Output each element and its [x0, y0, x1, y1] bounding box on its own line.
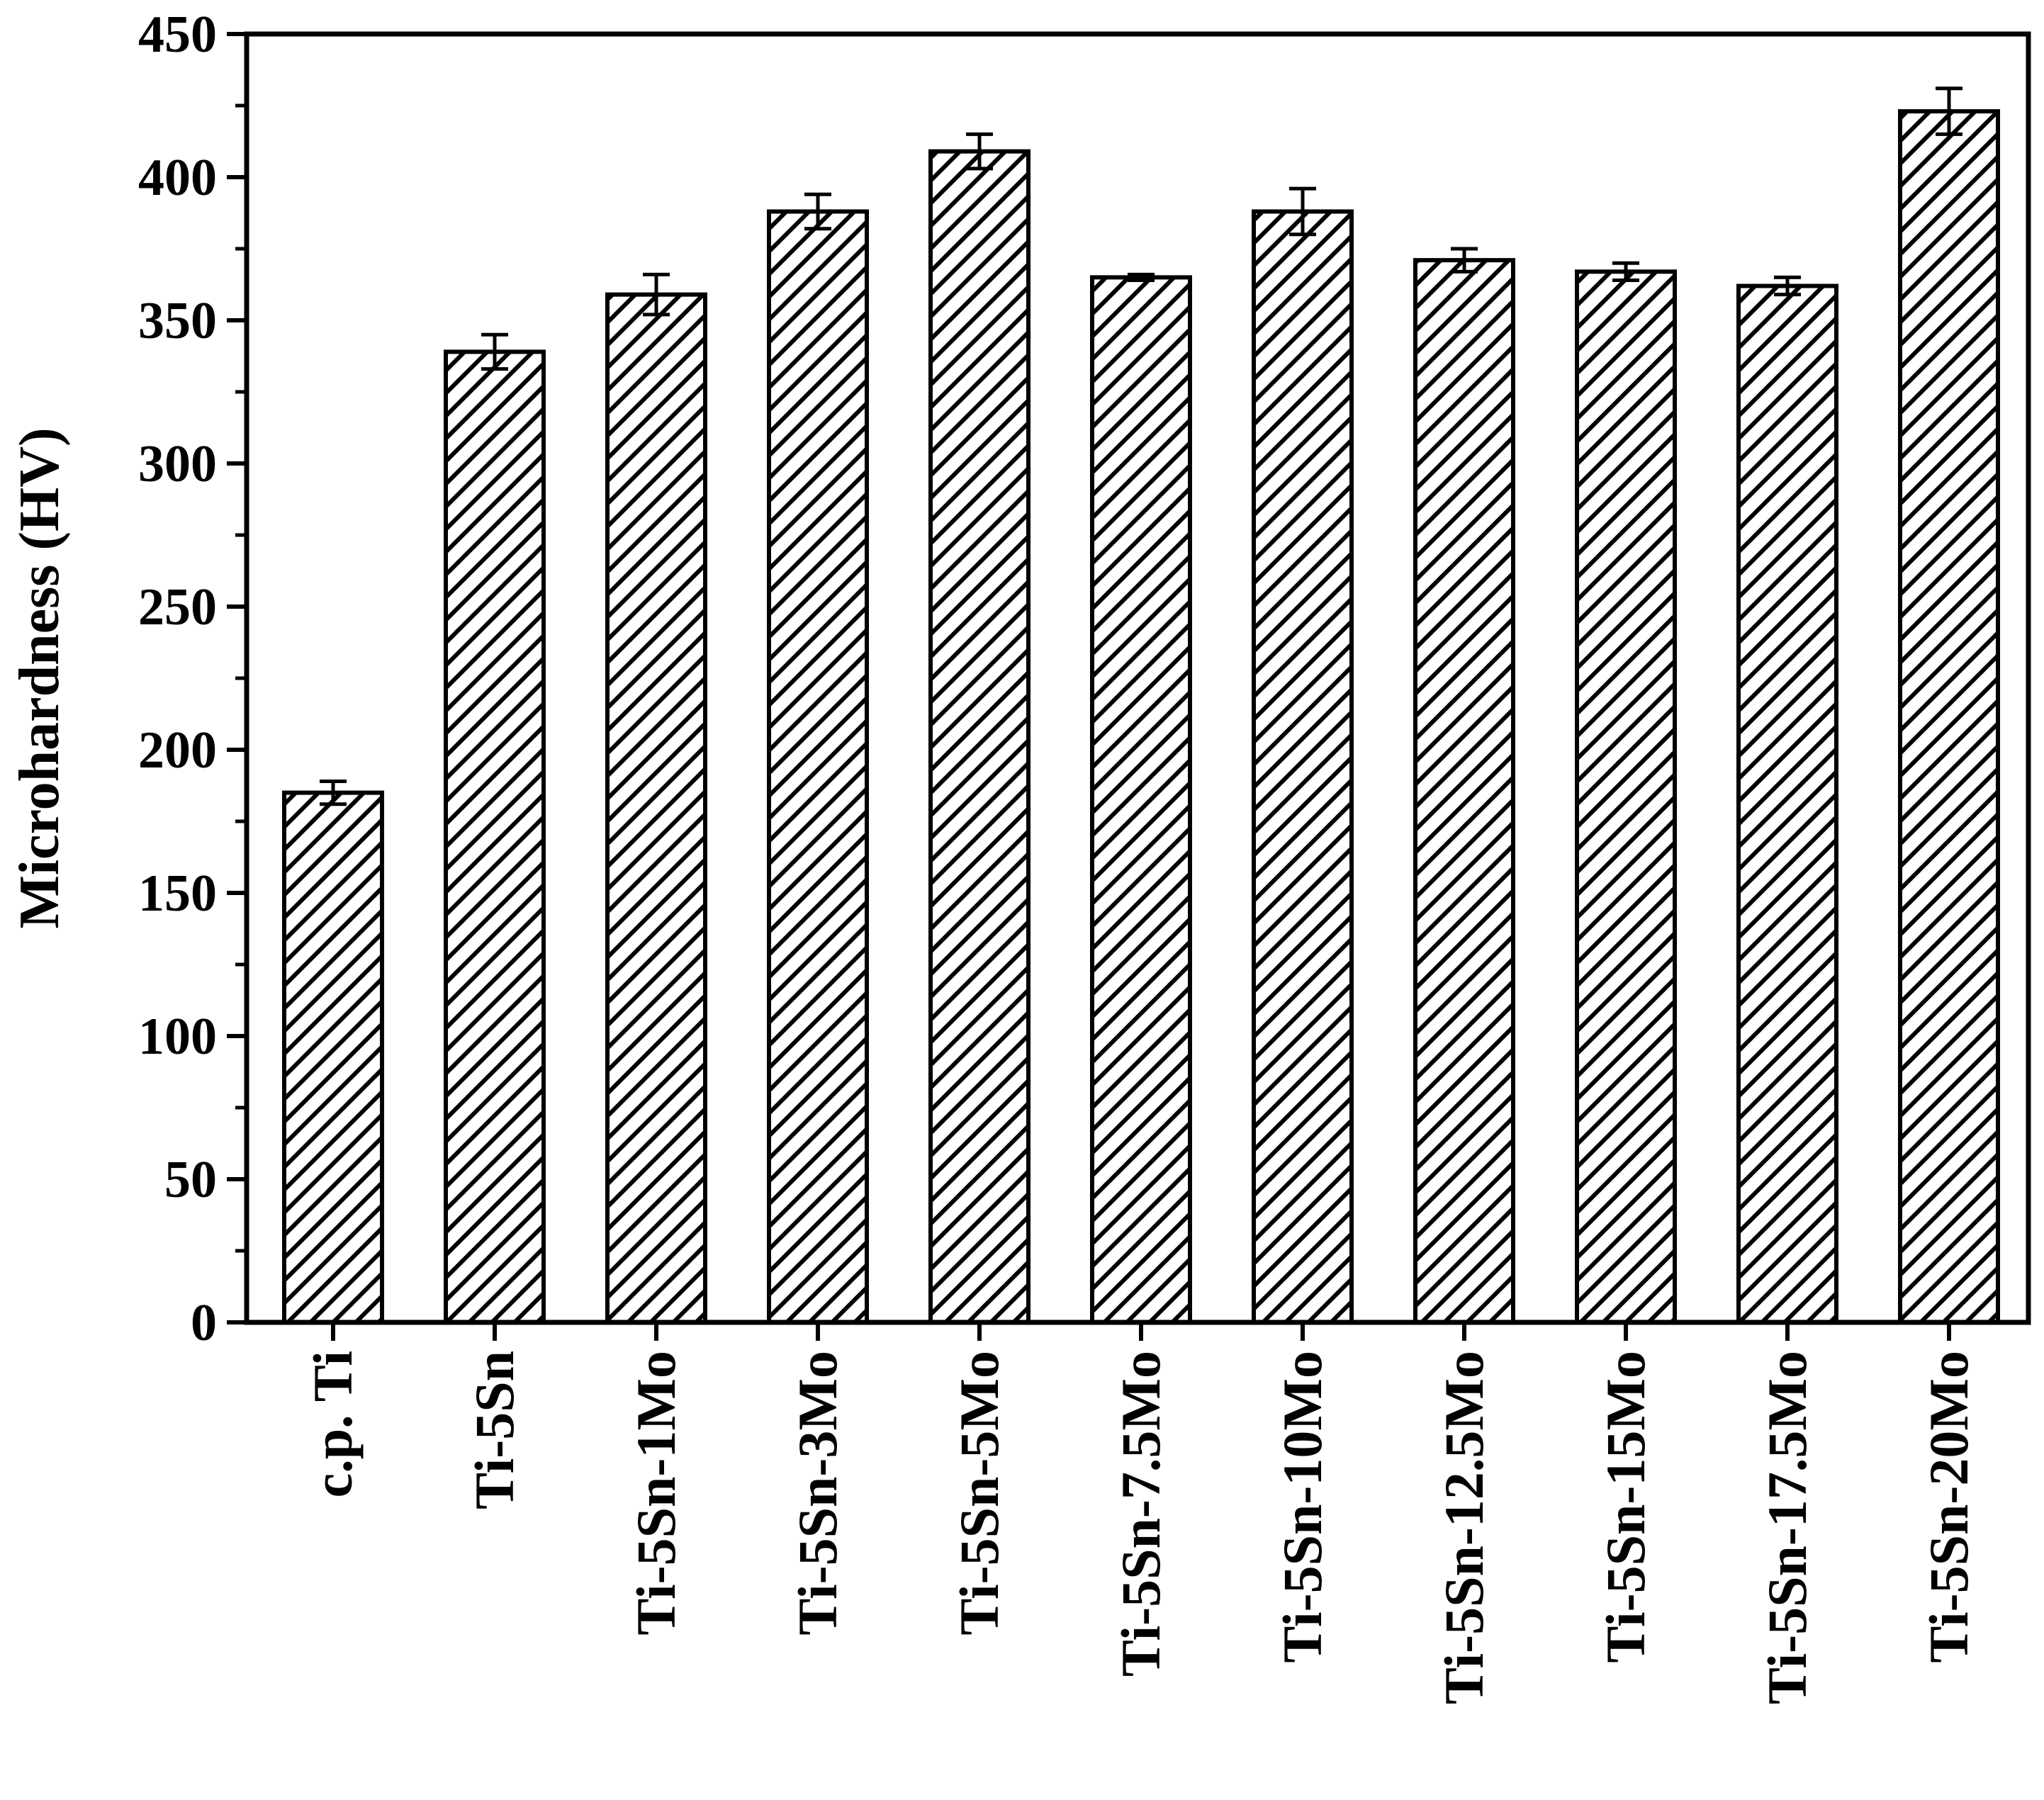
bar — [1413, 258, 1515, 1324]
error-bar — [320, 779, 347, 806]
bar — [1575, 269, 1677, 1325]
bar — [928, 149, 1031, 1324]
y-tick-label: 450 — [138, 6, 217, 64]
y-tick-label: 50 — [164, 1151, 217, 1209]
bar — [1736, 283, 1838, 1324]
y-tick-label: 100 — [138, 1008, 217, 1066]
bar — [1252, 209, 1354, 1325]
error-bar — [1612, 261, 1639, 282]
x-axis: c.p. Ti Ti-5Sn Ti-5Sn-1Mo Ti-5Sn-3Mo Ti-5Sn-… — [302, 1322, 1980, 1704]
x-tick-label: Ti-5Sn-5Mo — [948, 1351, 1010, 1636]
error-bars-layer — [320, 86, 1962, 806]
x-tick-label: c.p. Ti — [302, 1351, 364, 1497]
bar — [1898, 109, 2000, 1325]
y-tick-label: 200 — [138, 721, 217, 780]
error-bar — [1936, 86, 1962, 136]
error-bar — [966, 132, 993, 171]
y-tick-label: 400 — [138, 149, 217, 207]
y-axis-title: Microhardness (HV) — [9, 427, 71, 928]
error-bar — [1128, 272, 1155, 282]
x-tick-label: Ti-5Sn-15Mo — [1595, 1351, 1656, 1663]
bar — [767, 209, 869, 1325]
error-bar — [804, 192, 831, 231]
x-tick-label: Ti-5Sn-20Mo — [1918, 1351, 1980, 1663]
y-tick-label: 300 — [138, 435, 217, 493]
bars-layer — [282, 109, 2000, 1325]
y-axis: 0 50 100 150 200 250 300 350 400 450 — [138, 6, 247, 1352]
error-bar — [1774, 275, 1801, 297]
error-bar — [1451, 247, 1478, 274]
x-tick-label: Ti-5Sn-17.5Mo — [1756, 1351, 1818, 1704]
y-tick-label: 150 — [138, 865, 217, 923]
x-tick-label: Ti-5Sn-3Mo — [787, 1351, 848, 1636]
bar — [605, 292, 707, 1324]
bar — [282, 790, 384, 1324]
y-tick-label: 0 — [191, 1294, 217, 1352]
x-tick-label: Ti-5Sn-10Mo — [1271, 1351, 1333, 1663]
x-tick-label: Ti-5Sn — [464, 1351, 525, 1509]
error-bar — [643, 272, 670, 317]
x-tick-label: Ti-5Sn-12.5Mo — [1433, 1351, 1495, 1704]
x-tick-label: Ti-5Sn-1Mo — [625, 1351, 687, 1636]
y-tick-label: 350 — [138, 292, 217, 350]
error-bar — [481, 332, 508, 371]
bar — [1090, 275, 1192, 1324]
bar — [444, 349, 546, 1325]
error-bar — [1289, 186, 1316, 237]
y-tick-label: 250 — [138, 578, 217, 636]
x-tick-label: Ti-5Sn-7.5Mo — [1110, 1351, 1172, 1677]
